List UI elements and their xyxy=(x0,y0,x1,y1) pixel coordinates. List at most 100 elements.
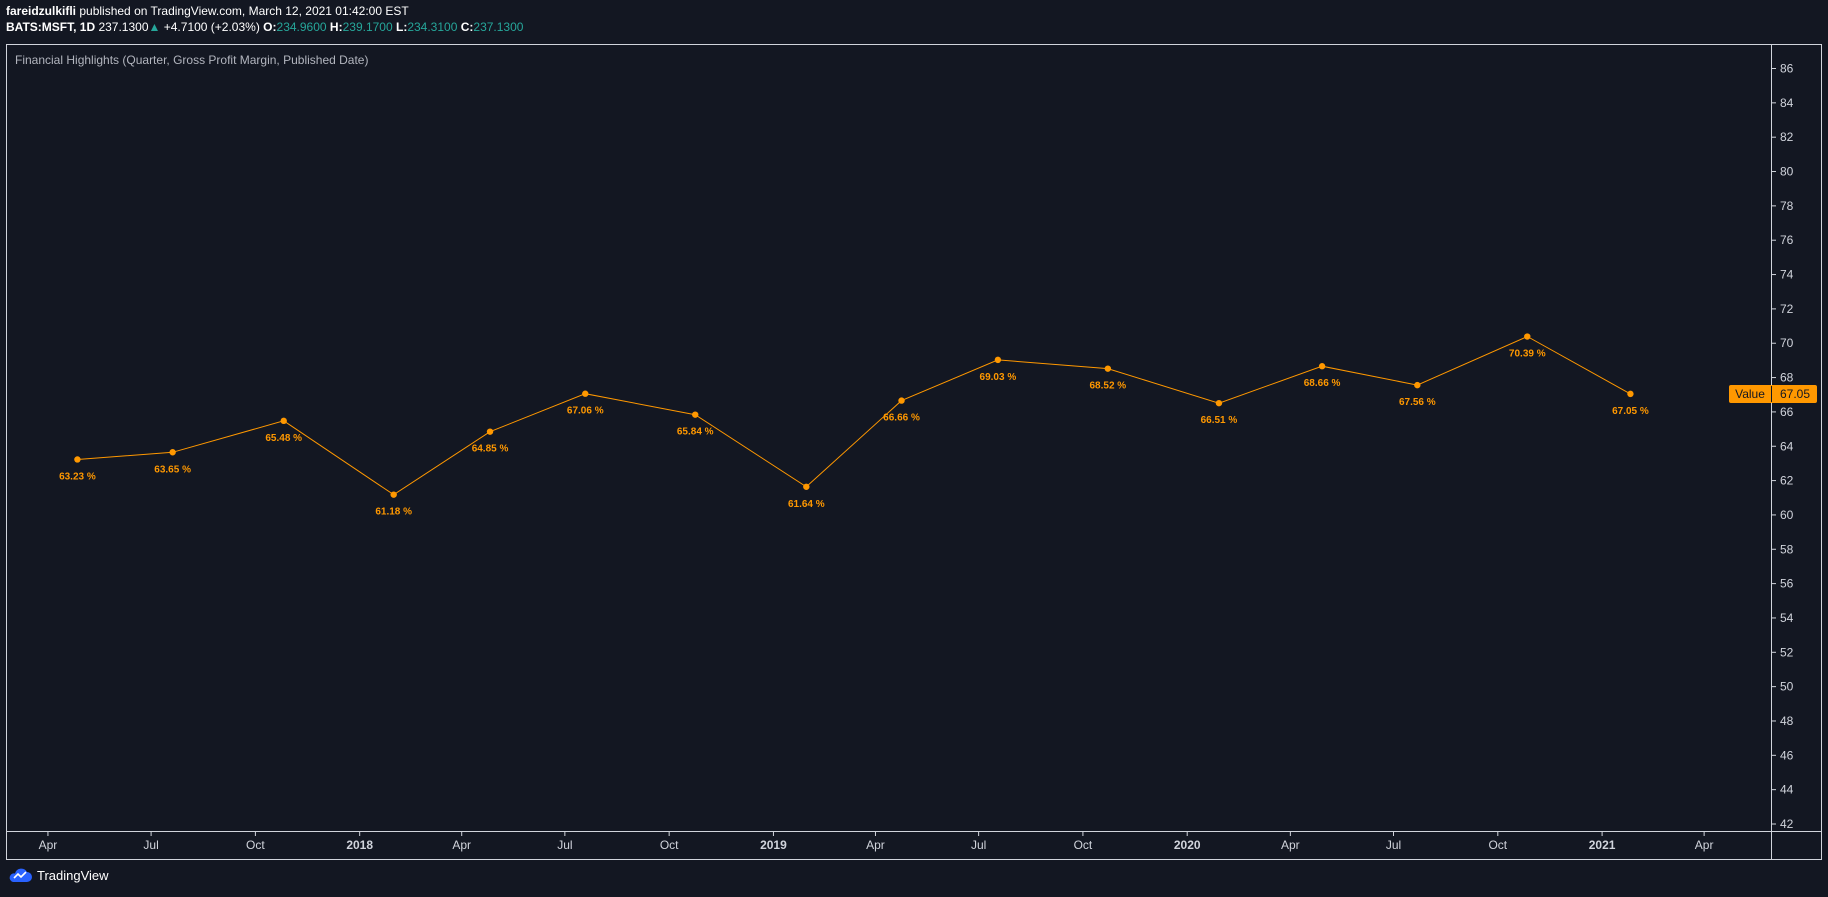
up-arrow-icon: ▲ xyxy=(148,20,161,34)
last-price: 237.1300 xyxy=(98,20,149,34)
data-label: 65.84 % xyxy=(677,427,714,438)
y-tick-label: 60 xyxy=(1780,508,1794,522)
data-label: 66.51 % xyxy=(1201,415,1238,426)
series-layer: 63.23 % 63.65 % 65.48 % 61.18 % 64.85 % 67.06… xyxy=(59,333,1649,518)
x-tick-label: Apr xyxy=(1695,838,1714,852)
published-text: published on TradingView.com, March 12, … xyxy=(79,4,409,18)
data-point[interactable] xyxy=(74,456,81,463)
y-tick-label: 46 xyxy=(1780,748,1794,762)
data-label: 61.64 % xyxy=(788,499,825,510)
y-tick-label: 76 xyxy=(1780,233,1794,247)
data-point[interactable] xyxy=(1524,333,1531,340)
y-tick-label: 70 xyxy=(1780,336,1794,350)
y-tick-label: 56 xyxy=(1780,577,1794,591)
x-tick-label: Jul xyxy=(557,838,572,852)
open-value: 234.9600 xyxy=(276,20,327,34)
data-label: 67.56 % xyxy=(1399,397,1436,408)
high-label: H: xyxy=(329,20,343,34)
data-point[interactable] xyxy=(1318,363,1326,370)
x-tick-label: Oct xyxy=(246,838,265,852)
data-label: 69.03 % xyxy=(980,372,1017,383)
data-label: 68.66 % xyxy=(1304,378,1341,389)
data-point[interactable] xyxy=(280,417,287,425)
series-line xyxy=(77,335,1631,496)
y-tick-label: 44 xyxy=(1780,783,1794,797)
x-tick-label: Apr xyxy=(39,838,58,852)
x-tick-label: Jul xyxy=(1386,838,1401,852)
last-value-tag-box xyxy=(1729,385,1817,403)
data-label: 67.06 % xyxy=(567,406,604,417)
data-point[interactable] xyxy=(1215,399,1223,407)
x-tick-label: Oct xyxy=(1074,838,1093,852)
price-change: +4.7100 (+2.03%) xyxy=(163,20,260,34)
last-value-tag-value: 67.05 xyxy=(1780,387,1810,401)
data-label: 66.66 % xyxy=(883,413,920,424)
price-axis[interactable]: 42 44 46 48 50 52 54 56 58 60 62 64 66 68 70 72 74 76 78 80… xyxy=(1771,62,1794,832)
data-point[interactable] xyxy=(1104,365,1112,372)
x-tick-label: 2021 xyxy=(1589,838,1616,852)
y-tick-label: 62 xyxy=(1780,474,1794,488)
y-tick-label: 78 xyxy=(1780,199,1794,213)
y-tick-label: 80 xyxy=(1780,165,1794,179)
y-tick-label: 72 xyxy=(1780,302,1794,316)
data-label: 70.39 % xyxy=(1509,349,1546,360)
ohlc-legend: BATS:MSFT, 1D 237.1300▲ +4.7100 (+2.03%)… xyxy=(6,20,523,35)
high-value: 239.1700 xyxy=(342,20,393,34)
low-value: 234.3100 xyxy=(407,20,458,34)
data-point[interactable] xyxy=(582,390,589,397)
y-tick-label: 42 xyxy=(1780,817,1794,831)
data-label: 67.05 % xyxy=(1612,406,1649,417)
last-value-tag: Value 67.05 xyxy=(1729,385,1817,403)
y-tick-label: 52 xyxy=(1780,645,1794,659)
y-tick-label: 58 xyxy=(1780,542,1794,556)
chart-header: fareidzulkifli published on TradingView.… xyxy=(6,4,523,35)
cloud-logo-icon xyxy=(9,868,32,882)
symbol-label[interactable]: BATS:MSFT, 1D xyxy=(6,20,96,34)
data-point[interactable] xyxy=(1627,390,1634,398)
data-point[interactable] xyxy=(803,483,810,490)
plot-border xyxy=(6,44,1822,860)
x-tick-label: Apr xyxy=(866,838,885,852)
y-tick-label: 48 xyxy=(1780,714,1794,728)
data-label: 63.65 % xyxy=(154,464,191,475)
data-point[interactable] xyxy=(486,428,494,435)
x-tick-label: 2019 xyxy=(760,838,787,852)
x-tick-label: Oct xyxy=(660,838,679,852)
panel-title: Financial Highlights (Quarter, Gross Pro… xyxy=(15,53,368,67)
x-tick-label: Oct xyxy=(1488,838,1507,852)
data-label: 68.52 % xyxy=(1089,381,1126,392)
author-name[interactable]: fareidzulkifli xyxy=(6,4,77,18)
data-point[interactable] xyxy=(692,411,699,418)
publish-info: fareidzulkifli published on TradingView.… xyxy=(6,4,523,19)
y-tick-label: 68 xyxy=(1780,371,1794,385)
data-label: 65.48 % xyxy=(265,433,302,444)
x-tick-label: Apr xyxy=(452,838,471,852)
y-tick-label: 54 xyxy=(1780,611,1794,625)
x-tick-label: Jul xyxy=(971,838,986,852)
y-tick-label: 66 xyxy=(1780,405,1794,419)
time-axis[interactable]: Apr Jul Oct 2018 Apr Jul Oct 2019 Apr Jul Oct 2020 A… xyxy=(39,832,1714,852)
y-tick-label: 82 xyxy=(1780,130,1794,144)
close-value: 237.1300 xyxy=(473,20,524,34)
x-tick-label: Jul xyxy=(143,838,158,852)
x-tick-label: 2018 xyxy=(346,838,373,852)
data-label: 64.85 % xyxy=(472,444,509,455)
tradingview-logo[interactable]: TradingView xyxy=(7,867,109,883)
data-point[interactable] xyxy=(169,449,176,456)
last-value-tag-label: Value xyxy=(1735,387,1765,401)
data-point[interactable] xyxy=(994,356,1002,364)
close-label: C: xyxy=(460,20,474,34)
data-point[interactable] xyxy=(1414,381,1421,389)
data-point[interactable] xyxy=(390,491,397,498)
data-label: 61.18 % xyxy=(375,507,412,518)
y-tick-label: 84 xyxy=(1780,96,1794,110)
x-tick-label: 2020 xyxy=(1174,838,1201,852)
footer-brand: TradingView xyxy=(37,867,109,883)
low-label: L: xyxy=(396,20,408,34)
data-point[interactable] xyxy=(898,397,905,404)
y-tick-label: 64 xyxy=(1780,439,1794,453)
y-tick-label: 74 xyxy=(1780,268,1794,282)
data-label: 63.23 % xyxy=(59,471,96,482)
y-tick-label: 50 xyxy=(1780,680,1794,694)
